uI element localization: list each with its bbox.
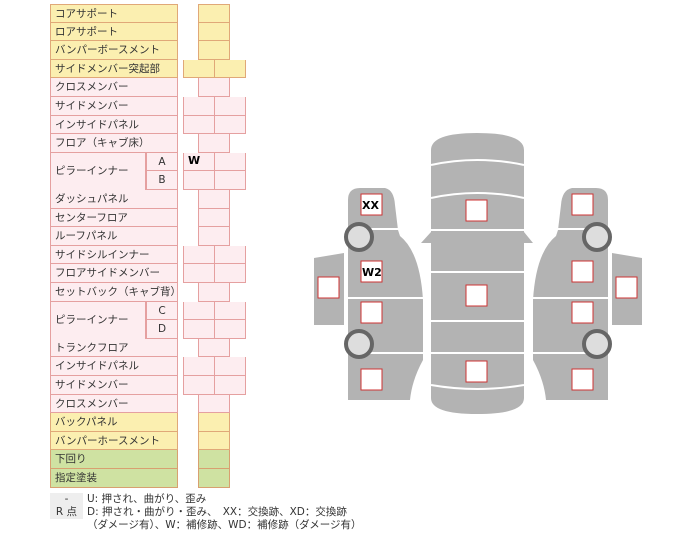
- wheel-icon: [344, 329, 374, 359]
- panel-box-right-front-fender[interactable]: [571, 193, 594, 216]
- row-label: バンパーホースメント: [50, 431, 178, 451]
- wheels: [344, 222, 612, 359]
- row-label: セットバック（キャブ背）: [50, 283, 181, 302]
- legend-text: （ダメージ有）、W：補修跡、WD：補修跡（ダメージ有）: [87, 519, 362, 531]
- inspection-cell[interactable]: [198, 134, 230, 153]
- panel-box-right-rear-door[interactable]: [571, 301, 594, 324]
- row-label: サイドメンバー: [50, 97, 178, 116]
- legend-text: D: 押され・曲がり・歪み、 XX：交換跡、XD：交換跡: [87, 506, 347, 518]
- row-label: サイドメンバー突起部: [50, 59, 178, 79]
- inspection-cell[interactable]: [198, 469, 230, 488]
- inspection-cell[interactable]: W: [183, 152, 215, 172]
- inspection-cell[interactable]: [214, 301, 246, 321]
- legend-item: （ダメージ有）、W：補修跡、WD：補修跡（ダメージ有）: [50, 517, 362, 532]
- inspection-cell[interactable]: [198, 283, 230, 302]
- inspection-cell[interactable]: [198, 227, 230, 246]
- inspection-cell[interactable]: [214, 357, 246, 376]
- wheel-icon: [582, 329, 612, 359]
- legend-item: - U: 押され、曲がり、歪み: [50, 491, 206, 506]
- row-label: ダッシュパネル: [50, 190, 178, 209]
- inspection-cell[interactable]: [198, 22, 230, 42]
- row-label: フロアサイドメンバー: [50, 264, 178, 283]
- legend-key: -: [50, 493, 83, 505]
- inspection-cell[interactable]: [214, 245, 246, 265]
- center-car-body: [421, 133, 533, 414]
- inspection-cell[interactable]: [198, 338, 230, 358]
- row-label: ルーフパネル: [50, 227, 178, 246]
- row-label: ロアサポート: [50, 22, 178, 42]
- inspection-cell[interactable]: [214, 115, 246, 135]
- row-label: バンパーボースメント: [50, 41, 178, 60]
- panel-box-left-quarter[interactable]: [360, 368, 383, 391]
- row-label: センターフロア: [50, 208, 178, 228]
- row-sublabel: D: [146, 320, 178, 339]
- inspection-cell[interactable]: [214, 264, 246, 283]
- row-label: クロスメンバー: [50, 78, 178, 97]
- panel-box-right-front-door[interactable]: [571, 260, 594, 283]
- inspection-cell[interactable]: [198, 190, 230, 209]
- row-sublabel: B: [146, 171, 178, 190]
- row-label: インサイドパネル: [50, 115, 178, 135]
- inspection-cell[interactable]: [214, 171, 246, 190]
- panel-box-left-side[interactable]: [317, 276, 340, 299]
- row-label: サイドシルインナー: [50, 245, 178, 265]
- wheel-icon: [582, 222, 612, 252]
- inspection-cell[interactable]: [214, 376, 246, 395]
- row-label: インサイドパネル: [50, 357, 178, 376]
- panel-box-left-front-fender[interactable]: XX: [360, 193, 383, 216]
- inspection-cell[interactable]: [214, 97, 246, 116]
- inspection-cell[interactable]: [198, 450, 230, 469]
- panel-box-right-quarter[interactable]: [571, 368, 594, 391]
- panel-box-left-front-door[interactable]: W2: [360, 260, 383, 283]
- panel-box-hood[interactable]: [465, 199, 488, 222]
- panel-box-left-rear-door[interactable]: [360, 301, 383, 324]
- inspection-cell[interactable]: [198, 41, 230, 60]
- panel-box-roof[interactable]: [465, 284, 488, 307]
- inspection-cell[interactable]: [214, 320, 246, 339]
- svg-text:W2: W2: [362, 266, 382, 279]
- row-label: コアサポート: [50, 4, 178, 23]
- row-label: ピラーインナー: [50, 301, 146, 339]
- inspection-cell[interactable]: [198, 208, 230, 228]
- inspection-cell[interactable]: [198, 78, 230, 97]
- inspection-cell[interactable]: [198, 394, 230, 414]
- inspection-cell[interactable]: [198, 4, 230, 23]
- row-label: バックパネル: [50, 413, 178, 432]
- row-sublabel: C: [146, 301, 178, 321]
- inspection-cell[interactable]: [198, 431, 230, 451]
- row-label: 下回り: [50, 450, 178, 469]
- row-label: フロア（キャブ床）: [50, 134, 178, 153]
- panel-box-trunk[interactable]: [465, 360, 488, 383]
- row-label: 指定塗装: [50, 469, 178, 488]
- right-car-body: [533, 188, 608, 400]
- left-car-body: [348, 188, 423, 400]
- row-label: トランクフロア: [50, 338, 178, 358]
- wheel-icon: [344, 222, 374, 252]
- inspection-cell[interactable]: [198, 413, 230, 432]
- legend-item: R 点 D: 押され・曲がり・歪み、 XX：交換跡、XD：交換跡: [50, 504, 347, 519]
- row-label: ピラーインナー: [50, 152, 146, 190]
- inspection-cell[interactable]: [214, 59, 246, 79]
- row-label: クロスメンバー: [50, 394, 178, 414]
- row-label: サイドメンバー: [50, 376, 178, 395]
- panel-box-right-side[interactable]: [615, 276, 638, 299]
- svg-text:XX: XX: [362, 199, 379, 212]
- row-sublabel: A: [146, 152, 178, 172]
- legend-text: U: 押され、曲がり、歪み: [87, 493, 207, 505]
- inspection-cell[interactable]: [214, 152, 246, 172]
- legend-key: R 点: [50, 504, 83, 519]
